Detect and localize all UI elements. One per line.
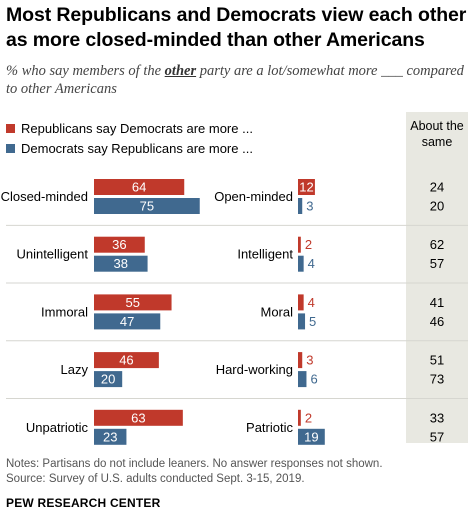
subtitle-emphasis: other [164,63,197,79]
chart-subtitle: % who say members of the other party are… [6,62,466,98]
bar-positive [298,255,304,272]
legend-swatch-republicans [6,124,15,133]
about-the-same-value: 46 [430,314,444,329]
category-label-negative: Unintelligent [16,247,88,262]
data-label-negative: 55 [126,295,140,310]
category-label-negative: Lazy [61,362,89,377]
data-label-positive: 6 [310,372,317,387]
data-label-negative: 46 [119,353,133,368]
notes-line: Notes: Partisans do not include leaners.… [6,458,383,470]
category-label-positive: Open-minded [214,189,293,204]
bar-negative [94,294,172,311]
subtitle-prefix: % who say members of the [6,63,165,79]
about-the-same-value: 73 [430,372,444,387]
data-label-positive: 3 [306,353,313,368]
data-label-positive: 3 [306,199,313,214]
bar-positive [298,313,306,330]
notes: Notes: Partisans do not include leaners.… [6,457,383,487]
data-label-negative: 64 [132,180,146,195]
data-label-positive: 5 [309,314,316,329]
bar-negative [94,236,145,253]
about-the-same-column [406,112,468,443]
about-the-same-value: 57 [430,256,444,271]
brand-logo-text: PEW RESEARCH CENTER [6,496,161,510]
data-label-negative: 63 [131,410,145,425]
bar-negative [94,198,200,214]
bar-positive [298,198,303,214]
bar-negative [94,428,127,445]
data-label-positive: 19 [304,429,318,444]
bar-negative [94,179,185,195]
category-label-positive: Hard-working [216,362,293,377]
bar-positive [298,409,301,426]
about-the-same-value: 57 [430,429,444,444]
category-label-positive: Intelligent [237,247,293,262]
data-label-positive: 4 [308,256,315,271]
data-label-positive: 2 [305,237,312,252]
bar-positive [298,236,301,253]
data-label-negative: 36 [112,237,126,252]
bar-positive [298,371,307,388]
data-label-negative: 75 [140,199,154,214]
data-label-positive: 4 [308,295,315,310]
category-label-positive: Patriotic [246,420,293,435]
legend-item-republicans: Republicans say Democrats are more ... [6,121,253,136]
bar-positive [298,179,315,195]
source-line: Source: Survey of U.S. adults conducted … [6,473,305,485]
legend-swatch-democrats [6,144,15,153]
category-label-positive: Moral [260,304,293,319]
data-label-positive: 12 [299,180,313,195]
bar-negative [94,409,183,426]
about-the-same-value: 51 [430,353,444,368]
data-label-negative: 38 [114,256,128,271]
about-the-same-value: 62 [430,237,444,252]
legend-item-democrats: Democrats say Republicans are more ... [6,141,253,156]
category-label-negative: Immoral [41,304,88,319]
category-label-negative: Closed-minded [1,189,88,204]
bar-positive [298,294,304,311]
data-label-negative: 47 [120,314,134,329]
data-label-negative: 20 [101,372,115,387]
about-the-same-value: 20 [430,199,444,214]
data-label-negative: 23 [103,429,117,444]
about-the-same-value: 33 [430,410,444,425]
about-the-same-value: 24 [430,180,444,195]
bar-negative [94,313,161,330]
category-label-negative: Unpatriotic [26,420,89,435]
about-the-same-value: 41 [430,295,444,310]
bar-positive [298,352,303,369]
bar-negative [94,371,123,388]
about-the-same-header: About the same [410,119,464,149]
subtitle-suffix: party are a lot/somewhat more ___ compar… [6,63,464,97]
bar-negative [94,255,148,272]
chart-title: Most Republicans and Democrats view each… [6,4,467,51]
bar-positive [298,428,325,445]
legend-label-democrats: Democrats say Republicans are more ... [21,141,253,156]
data-label-positive: 2 [305,410,312,425]
legend-label-republicans: Republicans say Democrats are more ... [21,121,253,136]
bar-negative [94,352,159,369]
